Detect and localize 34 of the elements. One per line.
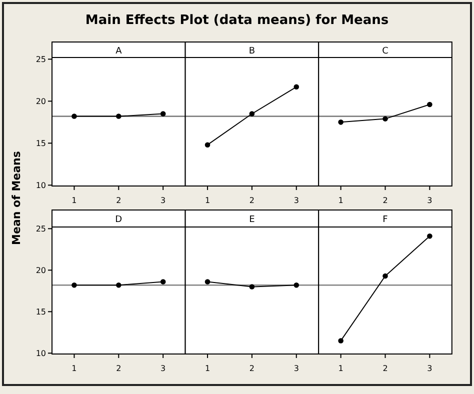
x-tick-label: 3 [427,364,432,373]
y-axis-title: Mean of Means [10,150,23,245]
y-tick-label: 20 [36,97,46,106]
chart-title: E [249,215,256,225]
y-tick-label: 10 [36,181,46,190]
text: Main Effects Plot (data means) for Means [85,13,389,28]
chart-title: C [382,46,388,56]
x-tick-label: 1 [204,364,210,373]
x-tick-label: 2 [249,196,254,205]
chart-title: F [382,215,388,225]
y-tick-label: 25 [36,224,46,234]
y-tick-label: 10 [36,349,46,358]
chart-title: D [115,215,122,225]
x-tick-label: 1 [72,196,77,205]
x-tick-label: 3 [294,364,299,373]
y-tick-label: 25 [36,55,46,64]
y-tick-label: 20 [36,266,46,276]
x-tick-label: 2 [249,364,254,373]
chart-title: B [248,46,256,56]
x-tick-label: 2 [382,364,388,373]
chart-title: A [116,46,123,56]
x-tick-label: 3 [160,196,166,205]
x-tick-label: 3 [160,364,166,373]
x-tick-label: 2 [116,364,122,373]
x-tick-label: 2 [382,196,388,205]
x-tick-label: 1 [338,196,344,205]
y-tick-label: 15 [36,139,46,148]
x-tick-label: 3 [294,196,299,205]
x-tick-label: 1 [204,196,210,205]
x-tick-label: 2 [116,196,122,205]
x-tick-label: 1 [72,364,77,373]
x-tick-label: 3 [427,196,432,205]
x-tick-label: 1 [338,364,344,373]
y-tick-label: 15 [36,308,46,317]
